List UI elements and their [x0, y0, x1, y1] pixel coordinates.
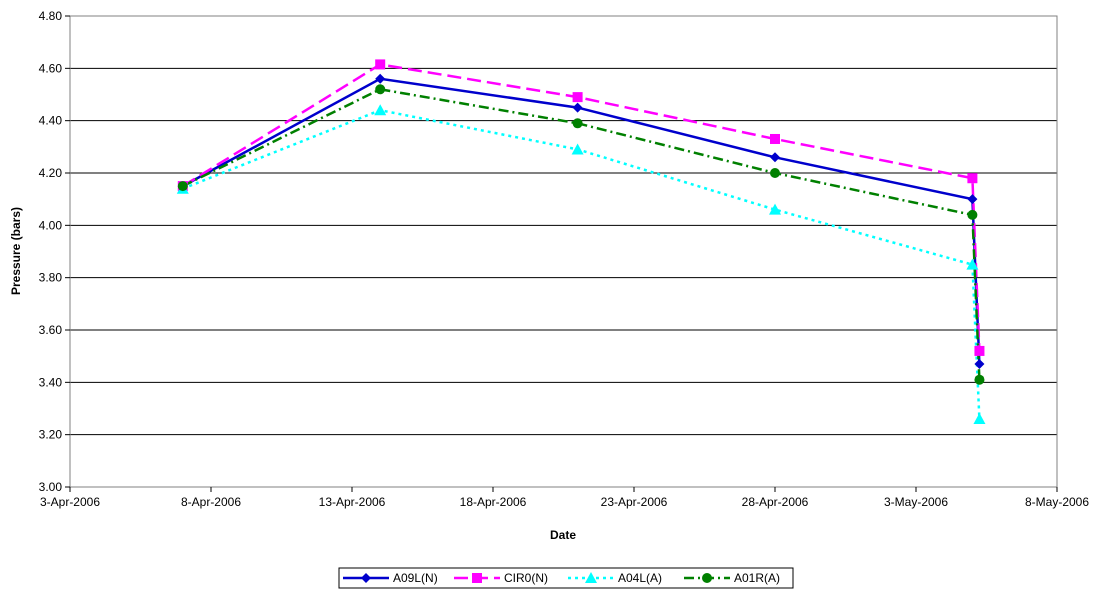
- data-point-a01r-a: [770, 168, 780, 178]
- x-tick-label: 8-Apr-2006: [181, 495, 241, 509]
- data-point-a09l-n: [974, 359, 985, 370]
- data-point-a01r-a: [375, 84, 386, 95]
- data-point-a09l-n: [770, 152, 780, 163]
- y-tick-label: 4.00: [39, 218, 63, 232]
- series-line-a04l-a: [182, 108, 981, 420]
- legend-label-a04l-a: A04L(A): [618, 571, 662, 585]
- data-point-a01r-a: [177, 181, 188, 192]
- legend-marker-a09l-n: [361, 573, 371, 583]
- y-tick-label: 4.20: [39, 166, 63, 180]
- x-tick-label: 13-Apr-2006: [319, 495, 386, 509]
- x-axis-ticks: 3-Apr-2006 8-Apr-2006 13-Apr-2006 18-Apr-20…: [40, 487, 1089, 509]
- legend-box: [338, 567, 794, 589]
- data-point-cir0-n: [572, 92, 583, 103]
- data-point-a04l-a: [973, 412, 986, 424]
- series-markers: [176, 59, 986, 424]
- y-tick-label: 3.60: [39, 323, 63, 337]
- y-tick-label: 4.40: [39, 114, 63, 128]
- data-point-a01r-a: [572, 118, 583, 129]
- legend-marker-a01r-a: [702, 573, 712, 583]
- series-line-cir0-n: [182, 63, 981, 351]
- x-tick-label: 28-Apr-2006: [742, 495, 809, 509]
- y-tick-label: 3.20: [39, 428, 63, 442]
- y-tick-label: 4.80: [39, 9, 63, 23]
- data-point-a09l-n: [572, 102, 583, 113]
- x-tick-label: 18-Apr-2006: [460, 495, 527, 509]
- data-point-a04l-a: [769, 203, 781, 215]
- legend-marker-cir0-n: [472, 573, 482, 583]
- x-tick-label: 8-May-2006: [1025, 495, 1089, 509]
- data-point-a04l-a: [571, 143, 584, 155]
- data-point-a04l-a: [374, 104, 387, 116]
- data-point-a01r-a: [974, 374, 985, 385]
- data-point-cir0-n: [770, 133, 780, 144]
- series-line-a01r-a: [182, 87, 981, 380]
- data-point-cir0-n: [974, 345, 985, 356]
- plot-area-frame: [69, 15, 1058, 488]
- y-tick-label: 3.80: [39, 271, 63, 285]
- y-tick-label: 3.40: [39, 375, 63, 389]
- legend-label-cir0-n: CIR0(N): [504, 571, 548, 585]
- legend-label-a09l-n: A09L(N): [393, 571, 438, 585]
- y-axis-title: Pressure (bars): [9, 207, 23, 295]
- data-point-a09l-n: [375, 73, 386, 84]
- data-point-a09l-n: [967, 194, 978, 205]
- x-tick-label: 23-Apr-2006: [601, 495, 668, 509]
- y-tick-label: 4.60: [39, 61, 63, 75]
- series-lines: [182, 63, 981, 420]
- data-point-a01r-a: [967, 209, 978, 220]
- x-tick-label: 3-Apr-2006: [40, 495, 100, 509]
- data-point-cir0-n: [375, 59, 386, 70]
- y-tick-label: 3.00: [39, 480, 63, 494]
- x-axis-title: Date: [550, 528, 576, 542]
- legend-marker-a04l-a: [585, 572, 597, 583]
- y-axis-ticks: 3.00 3.20 3.40 3.60 3.80 4.00 4.20 4.40 4.60 4.80: [39, 9, 70, 494]
- legend-label-a01r-a: A01R(A): [734, 571, 780, 585]
- data-point-a04l-a: [966, 258, 979, 270]
- data-point-cir0-n: [967, 173, 978, 184]
- legend: A09L(N) CIR0(N) A04L(A) A01R(A): [338, 567, 794, 589]
- x-tick-label: 3-May-2006: [884, 495, 948, 509]
